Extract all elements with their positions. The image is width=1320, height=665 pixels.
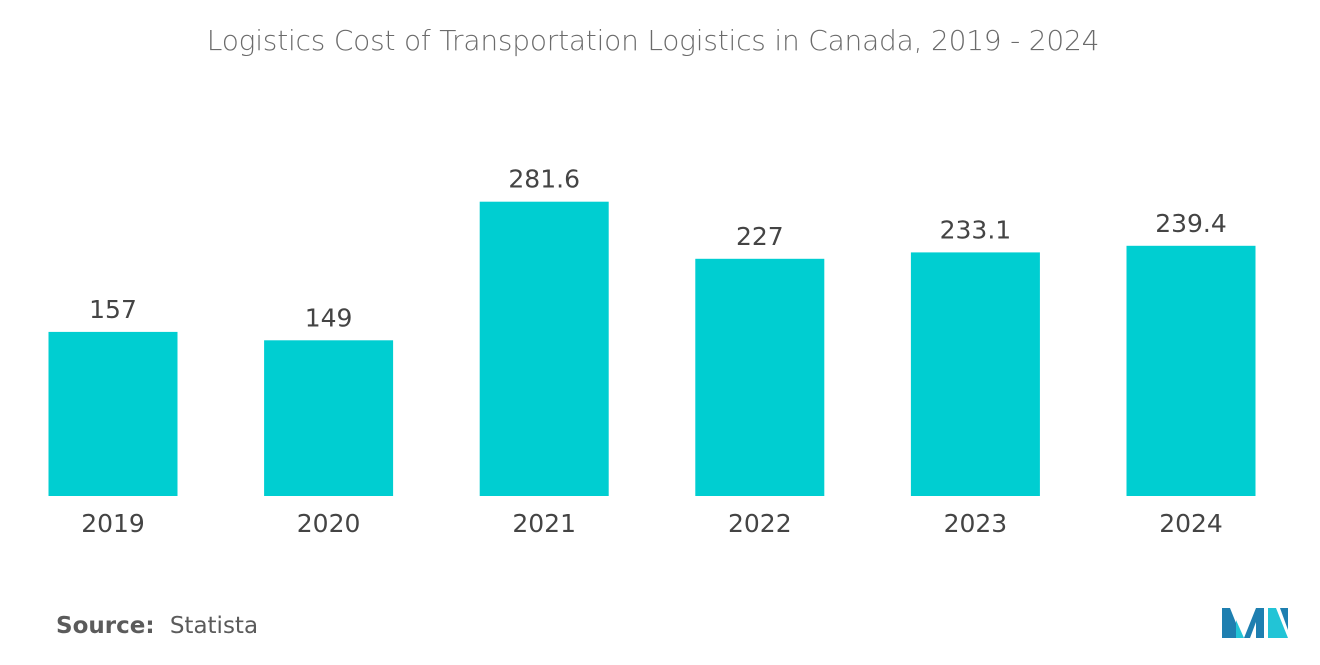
bar-2022 [695,258,825,496]
value-label-2019: 157 [89,295,137,324]
bar-2020 [264,340,394,496]
x-tick-label-2021: 2021 [512,509,576,538]
value-label-2023: 233.1 [940,215,1012,244]
bar-2021 [479,201,609,496]
x-tick-label-2020: 2020 [297,509,361,538]
logo-shape-5 [1280,608,1288,630]
mordor-intelligence-logo-icon [1222,608,1288,638]
value-label-2024: 239.4 [1155,209,1227,238]
source-note: Source: Statista [56,613,258,639]
bar-chart: 157 149 281.6 227 233.1 239.4 2019 2020 2021 202… [48,165,1256,538]
bar-2023 [910,252,1040,496]
bar-2019 [48,331,178,496]
value-label-2020: 149 [305,303,353,332]
chart-title: Logistics Cost of Transportation Logisti… [206,24,1100,57]
logo-shape-3 [1244,608,1264,638]
logo-shape-2 [1236,620,1244,638]
source-value: Statista [169,613,259,639]
value-labels-group: 157 149 281.6 227 233.1 239.4 [89,165,1227,333]
logo-shape-4 [1268,608,1288,638]
bars-group [48,201,1256,496]
value-label-2022: 227 [736,222,784,251]
x-tick-label-2023: 2023 [944,509,1008,538]
value-label-2021: 281.6 [508,165,580,194]
x-tick-labels-group: 2019 2020 2021 2022 2023 2024 [81,509,1223,538]
x-tick-label-2022: 2022 [728,509,792,538]
source-label: Source: [56,613,155,639]
bar-2024 [1126,245,1256,496]
x-tick-label-2024: 2024 [1159,509,1223,538]
x-tick-label-2019: 2019 [81,509,145,538]
